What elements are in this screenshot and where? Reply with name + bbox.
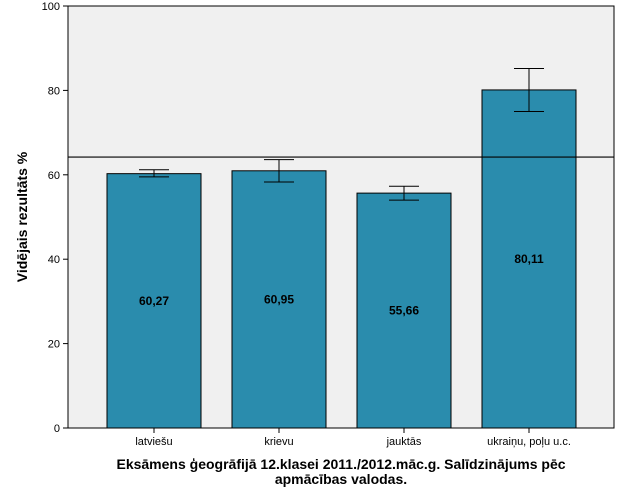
- data-label: 60,95: [264, 292, 294, 306]
- y-tick-label: 40: [48, 254, 60, 266]
- error-bars-layer: [139, 67, 544, 201]
- x-axis-title-line-1: Eksāmens ģeogrāfijā 12.klasei 2011./2012…: [116, 456, 565, 472]
- x-axis: latviešu krievu jauktās ukraiņu, poļu u.c.: [135, 428, 571, 448]
- y-axis: 0 20 40 60 80 100: [42, 1, 68, 435]
- x-tick-label: latviešu: [135, 436, 172, 448]
- x-tick-label: jauktās: [386, 436, 422, 448]
- data-label: 80,11: [514, 252, 544, 266]
- x-tick-label: krievu: [264, 436, 293, 448]
- bar: [356, 192, 452, 429]
- y-tick-label: 0: [54, 423, 60, 435]
- y-tick-label: 100: [42, 1, 60, 13]
- y-tick-label: 20: [48, 339, 60, 351]
- data-label: 60,27: [139, 294, 169, 308]
- y-tick-label: 80: [48, 85, 60, 97]
- y-tick-label: 60: [48, 170, 60, 182]
- bar: [106, 173, 202, 429]
- data-label: 55,66: [389, 304, 419, 318]
- bar: [231, 170, 327, 429]
- x-tick-label: ukraiņu, poļu u.c.: [487, 436, 571, 448]
- y-axis-title: Vidējais rezultāts %: [14, 151, 30, 282]
- bars-layer: 60,27 60,95 55,66 80,11: [106, 89, 577, 429]
- x-axis-title-line-2: apmācības valodas.: [275, 471, 407, 487]
